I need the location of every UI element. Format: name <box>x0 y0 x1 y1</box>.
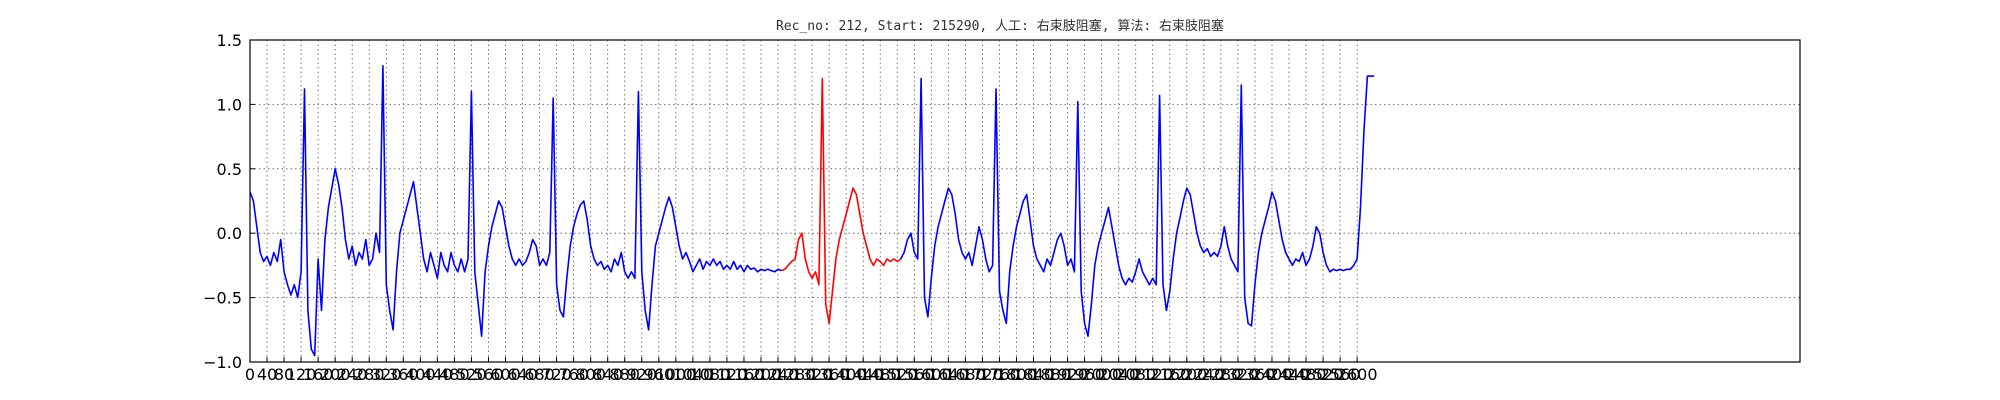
x-tick-label: 320 <box>371 365 402 384</box>
x-tick-label: 1120 <box>707 365 748 384</box>
x-tick-label: 1800 <box>996 365 1037 384</box>
x-tick-label: 1320 <box>792 365 833 384</box>
x-tick-label: 1600 <box>911 365 952 384</box>
plot-frame <box>249 39 1801 363</box>
x-tick-label: 1440 <box>843 365 884 384</box>
x-tick-label: 2160 <box>1149 365 1190 384</box>
x-tick-label: 480 <box>439 365 470 384</box>
x-tick-label: 2040 <box>1098 365 1139 384</box>
x-tick-label: 2120 <box>1132 365 1173 384</box>
x-tick-label: 1760 <box>979 365 1020 384</box>
x-tick-label: 2080 <box>1115 365 1156 384</box>
x-tick-label: 560 <box>473 365 504 384</box>
x-tick-label: 80 <box>274 365 294 384</box>
x-tick-label: 1840 <box>1013 365 1054 384</box>
x-tick-label: 160 <box>303 365 334 384</box>
x-tick-label: 520 <box>456 365 487 384</box>
x-tick-label: 920 <box>626 365 657 384</box>
y-tick-label: −1.0 <box>203 353 242 372</box>
x-tick-label: 1360 <box>809 365 850 384</box>
x-tick-label: 280 <box>354 365 385 384</box>
x-tick-label: 1720 <box>962 365 1003 384</box>
x-tick-label: 720 <box>541 365 572 384</box>
x-tick-label: 120 <box>286 365 317 384</box>
y-tick-label: 0.5 <box>217 160 242 179</box>
x-tick-label: 2200 <box>1166 365 1207 384</box>
y-axis: −1.0 −0.5 0.0 0.5 1.0 1.5 <box>203 31 255 372</box>
x-tick-label: 2320 <box>1218 365 1259 384</box>
x-tick-label: 0 <box>245 365 255 384</box>
y-tick-label: −0.5 <box>203 289 242 308</box>
x-tick-label: 2440 <box>1269 365 1310 384</box>
x-tick-label: 1040 <box>672 365 713 384</box>
x-axis: 0 408012016020024028032036040044048052056… <box>245 357 1378 384</box>
x-tick-label: 960 <box>644 365 675 384</box>
x-tick-label: 360 <box>388 365 419 384</box>
x-tick-label: 240 <box>337 365 368 384</box>
x-tick-label: 1080 <box>690 365 731 384</box>
x-tick-label: 40 <box>257 365 277 384</box>
x-tick-label: 2000 <box>1081 365 1122 384</box>
x-tick-label: 1520 <box>877 365 918 384</box>
x-tick-label: 1160 <box>724 365 765 384</box>
x-tick-label: 2360 <box>1235 365 1276 384</box>
x-tick-label: 2600 <box>1337 365 1378 384</box>
x-tick-label: 840 <box>592 365 623 384</box>
x-tick-label: 800 <box>575 365 606 384</box>
x-tick-label: 1560 <box>894 365 935 384</box>
x-tick-label: 760 <box>558 365 589 384</box>
series-line-1 <box>781 77 902 325</box>
x-tick-label: 1480 <box>860 365 901 384</box>
x-tick-label: 200 <box>320 365 351 384</box>
x-tick-label: 1000 <box>655 365 696 384</box>
x-tick-label: 1240 <box>758 365 799 384</box>
x-tick-label: 1880 <box>1030 365 1071 384</box>
series-line-2 <box>899 75 1375 338</box>
x-tick-label: 400 <box>405 365 436 384</box>
x-tick-label: 600 <box>490 365 521 384</box>
chart-title: Rec_no: 212, Start: 215290, 人工: 右束肢阻塞, 算… <box>776 18 1224 34</box>
x-tick-label: 2400 <box>1252 365 1293 384</box>
x-tick-label: 1640 <box>928 365 969 384</box>
x-tick-label: 2560 <box>1320 365 1361 384</box>
x-tick-label: 440 <box>422 365 453 384</box>
y-tick-label: 1.5 <box>217 31 242 50</box>
series-line-0 <box>249 65 782 357</box>
y-tick-label: 1.0 <box>217 95 242 114</box>
series-layer <box>249 65 1375 357</box>
x-tick-label: 880 <box>609 365 640 384</box>
x-tick-label: 640 <box>507 365 538 384</box>
x-tick-label: 2520 <box>1303 365 1344 384</box>
y-tick-label: 0.0 <box>217 224 242 243</box>
x-tick-label: 1200 <box>741 365 782 384</box>
x-tick-label: 680 <box>524 365 555 384</box>
x-tick-label: 2240 <box>1183 365 1224 384</box>
x-tick-label: 2480 <box>1286 365 1327 384</box>
x-tick-label: 1680 <box>945 365 986 384</box>
x-tick-label: 1280 <box>775 365 816 384</box>
x-tick-label: 1920 <box>1047 365 1088 384</box>
x-tick-label: 2280 <box>1201 365 1242 384</box>
x-tick-label: 1960 <box>1064 365 1105 384</box>
x-tick-label: 1400 <box>826 365 867 384</box>
